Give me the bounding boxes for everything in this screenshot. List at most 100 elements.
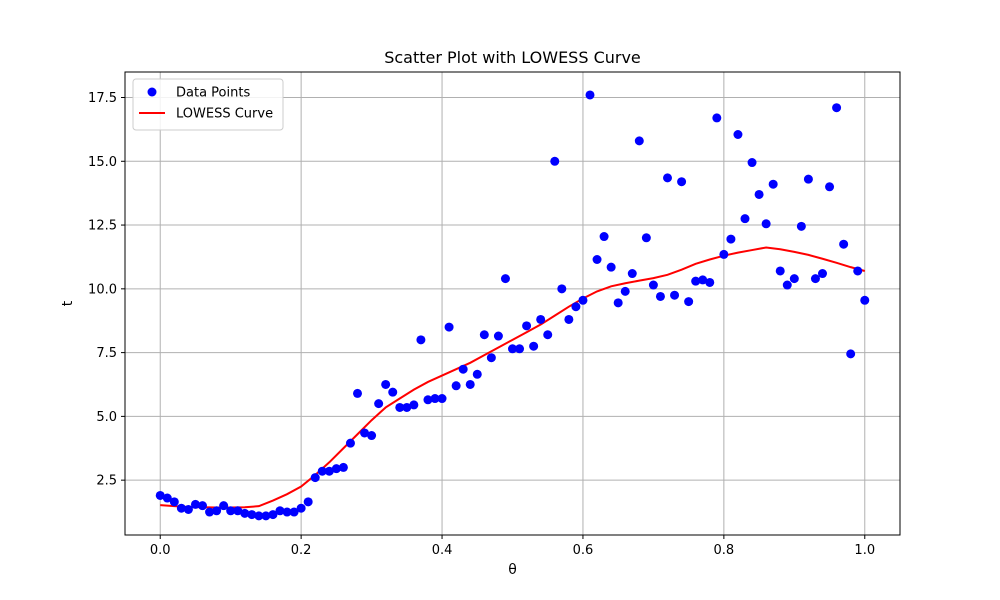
data-point bbox=[853, 266, 863, 276]
data-point bbox=[789, 274, 799, 284]
data-point bbox=[465, 379, 475, 389]
data-point bbox=[261, 511, 271, 521]
data-point bbox=[219, 501, 229, 511]
data-point bbox=[832, 103, 842, 113]
data-point bbox=[564, 314, 574, 324]
data-point bbox=[486, 353, 496, 363]
lowess-curve-line bbox=[160, 246, 866, 509]
data-point bbox=[606, 262, 616, 272]
data-point bbox=[571, 302, 581, 312]
data-point bbox=[592, 255, 602, 264]
data-point bbox=[712, 113, 722, 123]
data-point bbox=[825, 182, 835, 192]
data-point bbox=[317, 466, 327, 476]
y-axis-label: t bbox=[60, 300, 76, 306]
chart-title: Scatter Plot with LOWESS Curve bbox=[384, 48, 641, 67]
data-point bbox=[536, 314, 546, 324]
x-tick-label: 0.6 bbox=[573, 543, 594, 558]
data-point bbox=[599, 232, 609, 242]
data-point bbox=[698, 275, 708, 285]
data-point bbox=[818, 269, 827, 279]
data-point bbox=[648, 280, 658, 290]
data-point bbox=[550, 156, 560, 166]
data-point bbox=[233, 506, 243, 516]
data-point bbox=[324, 466, 334, 476]
data-point bbox=[338, 462, 348, 472]
data-point bbox=[670, 290, 680, 300]
data-point bbox=[585, 90, 595, 100]
data-point bbox=[493, 331, 503, 341]
grid bbox=[125, 72, 900, 535]
data-point bbox=[282, 507, 292, 517]
data-point bbox=[296, 503, 306, 513]
data-point bbox=[437, 394, 447, 404]
data-point bbox=[803, 174, 813, 184]
data-point bbox=[620, 286, 630, 296]
data-point bbox=[663, 173, 672, 183]
data-point bbox=[458, 364, 468, 374]
data-point bbox=[289, 507, 299, 517]
x-tick-label: 0.2 bbox=[291, 543, 312, 558]
data-point bbox=[275, 506, 285, 516]
data-point bbox=[226, 506, 236, 516]
data-point bbox=[345, 438, 355, 448]
data-point bbox=[754, 189, 764, 199]
legend-label-lowess-curve: LOWESS Curve bbox=[176, 107, 273, 122]
data-point bbox=[641, 233, 651, 243]
data-point bbox=[719, 249, 729, 259]
legend-marker-data-points bbox=[147, 87, 157, 97]
data-point bbox=[839, 239, 849, 249]
data-point bbox=[423, 395, 433, 405]
data-point bbox=[522, 321, 532, 331]
data-point bbox=[254, 511, 264, 521]
x-tick-label: 0.0 bbox=[150, 543, 171, 558]
data-point bbox=[303, 497, 313, 507]
y-tick-label: 17.5 bbox=[88, 91, 117, 106]
data-point bbox=[733, 130, 743, 139]
data-point bbox=[212, 506, 222, 516]
data-point bbox=[691, 276, 701, 286]
y-tick-label: 12.5 bbox=[88, 219, 117, 234]
data-point bbox=[416, 335, 426, 345]
x-tick-label: 0.8 bbox=[714, 543, 735, 558]
data-point bbox=[740, 214, 750, 224]
legend: Data Points LOWESS Curve bbox=[132, 78, 284, 131]
y-tick-label: 7.5 bbox=[96, 346, 117, 361]
legend-box bbox=[132, 78, 284, 131]
data-point bbox=[508, 344, 517, 354]
data-point bbox=[557, 284, 567, 294]
data-point bbox=[761, 219, 771, 229]
data-point bbox=[190, 499, 200, 509]
data-point bbox=[515, 344, 525, 354]
data-point bbox=[627, 269, 637, 279]
data-point bbox=[451, 381, 461, 391]
data-point bbox=[409, 400, 419, 410]
y-tick-label: 2.5 bbox=[96, 474, 117, 489]
y-tick-label: 15.0 bbox=[88, 155, 117, 170]
data-point bbox=[162, 493, 172, 503]
data-point bbox=[176, 503, 186, 513]
data-point bbox=[846, 349, 856, 359]
data-point bbox=[430, 394, 440, 404]
data-point bbox=[529, 341, 539, 351]
data-point bbox=[388, 387, 398, 397]
data-point bbox=[268, 510, 278, 520]
data-point bbox=[726, 234, 736, 244]
data-point bbox=[395, 402, 405, 412]
data-point bbox=[183, 504, 193, 514]
data-point bbox=[402, 402, 412, 412]
series bbox=[155, 90, 870, 521]
y-tick-label: 5.0 bbox=[96, 410, 117, 425]
data-point bbox=[543, 330, 553, 340]
data-point bbox=[247, 510, 257, 520]
data-point bbox=[747, 158, 757, 168]
data-point bbox=[198, 501, 207, 511]
x-tick-label: 0.4 bbox=[432, 543, 453, 558]
x-ticks: 0.0 0.2 0.4 0.6 0.8 1.0 bbox=[150, 535, 875, 558]
data-point bbox=[796, 221, 806, 231]
data-point bbox=[360, 428, 370, 438]
data-point bbox=[472, 369, 482, 379]
plot-frame bbox=[124, 71, 901, 536]
legend-label-data-points: Data Points bbox=[176, 86, 250, 101]
